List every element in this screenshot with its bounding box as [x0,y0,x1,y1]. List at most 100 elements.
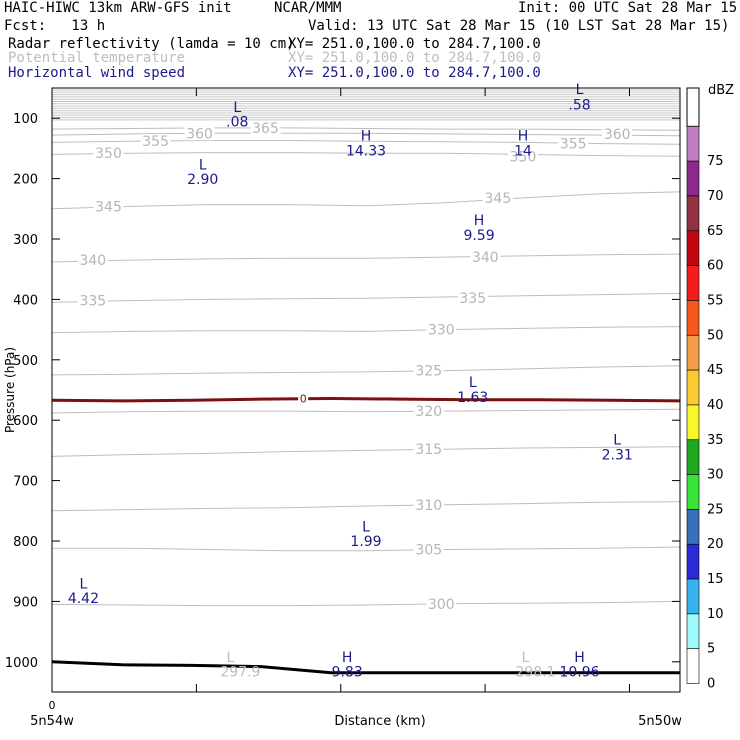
y-tick-label: 800 [13,535,38,550]
wind-extremum-value: .58 [568,98,590,114]
y-tick-label: 500 [13,354,38,369]
x-origin-label: 0 [49,699,56,712]
y-tick-label: 300 [13,233,38,248]
colorbar-level-label: 35 [707,433,724,448]
x-right-label: 5n50w [638,714,682,729]
y-tick-label: 1000 [5,656,38,671]
theta-contour-325 [51,365,681,376]
colorbar-swatch [686,230,700,266]
theta-contour-label: 350 [95,146,122,162]
theta-contour-320 [51,408,681,414]
wind-extremum-letter: H [518,129,529,145]
colorbar-level-label: 20 [707,537,724,552]
colorbar-cap [686,87,700,127]
wind-extremum-letter: L [199,158,207,174]
wind-extremum-value: 1.63 [457,390,488,406]
colorbar-level-label: 0 [707,677,715,692]
theta-label-bg [470,250,501,265]
theta-label-bg [602,126,633,141]
y-axis-label: Pressure (hPa) [3,347,17,433]
x-axis-label: Distance (km) [334,714,425,729]
y-tick-label: 700 [13,475,38,490]
wind-extremum-value: 4.42 [68,591,99,607]
theta-contour-label: 300 [428,597,455,613]
forecast-hour: Fcst: 13 h [4,18,106,34]
colorbar-level-label: 50 [707,328,724,343]
field-radar-xy: XY= 251.0,100.0 to 284.7,100.0 [288,36,541,52]
theta-label-bg [413,497,444,512]
theta-label-bg [426,596,457,611]
theta-contour-label: 365 [252,121,279,137]
freezing-label-bg [298,392,309,405]
colorbar-swatch [686,543,700,580]
theta-contour-360 [51,132,681,137]
wind-extremum-letter: H [361,129,372,145]
theta-contour-label: 335 [79,294,106,310]
wind-extremum-value: 2.90 [187,172,218,188]
theta-contour-label: 360 [186,126,213,142]
theta-contour-330 [51,326,681,334]
colorbar-swatch [686,578,700,615]
theta-contour-label: 350 [510,149,537,165]
colorbar-level-label: 60 [707,259,724,274]
freezing-level-line [51,396,681,403]
theta-label-bg [426,322,457,337]
theta-contour-label: 360 [604,127,631,143]
terrain-line [51,660,680,675]
theta-contour-335 [51,292,681,303]
valid-time: Valid: 13 UTC Sat 28 Mar 15 (10 LST Sat … [308,18,730,34]
model-title: HAIC-HIWC 13km ARW-GFS init [4,0,232,16]
colorbar-level-label: 15 [707,572,724,587]
theta-extremum-value: 298.1 [516,664,556,680]
colorbar-swatch [686,509,700,545]
colorbar-swatch [686,439,700,475]
y-tick-label: 200 [13,173,38,188]
wind-extremum-value: 9.83 [332,664,363,680]
wind-extremum-letter: L [469,375,477,391]
wind-extremum-letter: L [613,432,621,448]
colorbar-swatch [686,474,700,510]
colorbar-level-label: 45 [707,363,724,378]
theta-contour-340 [51,253,681,263]
theta-contour-365 [51,127,681,131]
wind-extremum-letter: H [474,213,485,229]
theta-label-bg [558,136,589,151]
theta-label-bg [93,146,124,161]
y-tick-label: 400 [13,293,38,308]
wind-extremum-value: .08 [226,115,248,131]
theta-contour-label: 345 [95,199,122,215]
y-tick-label: 900 [13,595,38,610]
colorbar-level-label: 40 [707,398,724,413]
theta-label-bg [140,134,171,149]
theta-contour-310 [51,501,681,512]
theta-label-bg [77,293,108,308]
theta-extremum-value: 297.9 [220,664,260,680]
y-tick-label: 100 [13,112,38,127]
theta-contour-305 [52,546,681,552]
wind-extremum-letter: L [576,82,584,98]
theta-label-bg [457,291,488,306]
theta-extremum-letter: L [226,650,234,666]
theta-contour-label: 320 [415,404,442,420]
colorbar-level-label: 5 [707,642,715,657]
field-wind-xy: XY= 251.0,100.0 to 284.7,100.0 [288,65,541,81]
colorbar-swatch [686,334,700,371]
colorbar-title: dBZ [708,83,734,98]
wind-extremum-letter: L [362,519,370,535]
theta-label-bg [413,363,444,378]
wind-extremum-letter: L [233,100,241,116]
field-theta-xy: XY= 251.0,100.0 to 284.7,100.0 [288,50,541,66]
wind-extremum-letter: H [342,650,353,666]
theta-contour-300 [51,600,681,607]
theta-label-bg [482,190,513,205]
theta-contour-label: 340 [79,253,106,269]
theta-contour-label: 330 [428,323,455,339]
plot-frame [51,87,681,693]
theta-contour-350 [51,152,681,157]
theta-label-bg [250,120,281,135]
colorbar-level-label: 10 [707,607,724,622]
theta-label-bg [184,126,215,141]
colorbar-level-label: 55 [707,293,724,308]
field-theta-name: Potential temperature [8,50,186,66]
wind-extremum-value: 10.96 [559,664,599,680]
